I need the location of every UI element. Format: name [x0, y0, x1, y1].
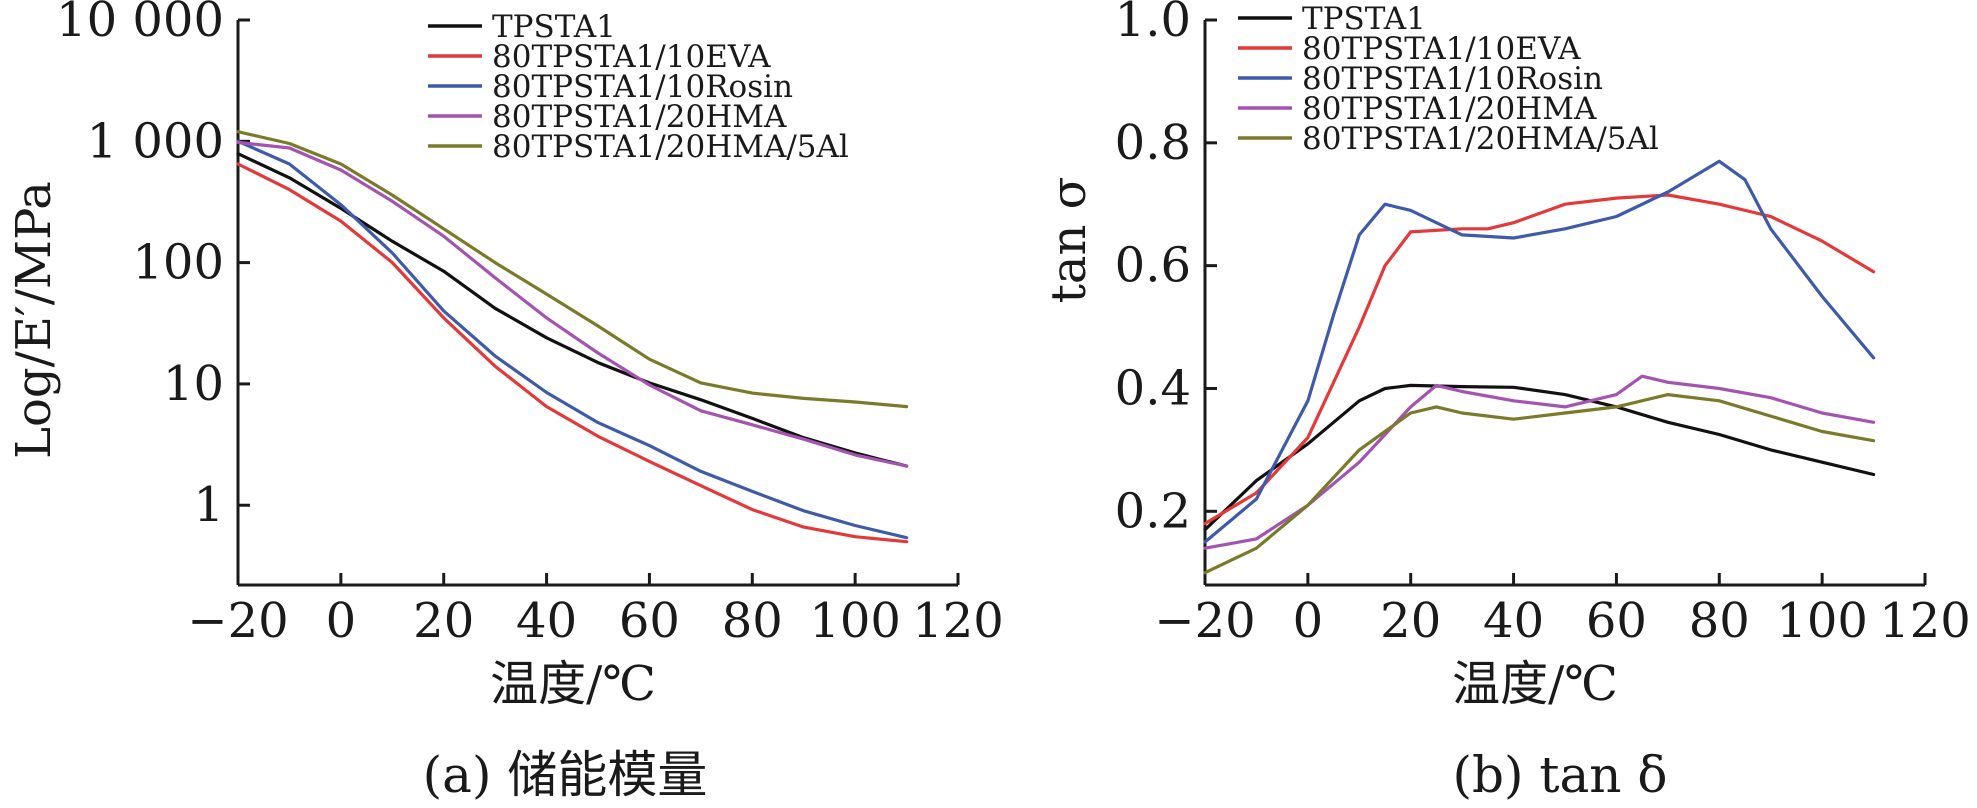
tan-delta-y-tick-label: 1.0 — [1115, 0, 1191, 48]
storage-modulus-legend-label: 80TPSTA1/10EVA — [492, 39, 771, 75]
tan-delta-x-tick-label: 20 — [1380, 593, 1441, 649]
tan-delta-series — [1203, 159, 1876, 575]
storage-modulus-ylabel: Log/E′/MPa — [6, 181, 62, 459]
storage-modulus-y-tick-label: 1 — [193, 477, 224, 533]
storage-modulus-legend-label: 80TPSTA1/20HMA/5Al — [492, 129, 849, 165]
tan-delta-series-line — [1203, 393, 1876, 575]
storage-modulus-y-tick-label: 10 — [163, 356, 224, 412]
tan-delta-y-tick-label: 0.4 — [1115, 360, 1191, 416]
tan-delta-axes: −20 0 20 40 60 80 100 120 0.2 0.4 0.6 0.8 1.0 — [1115, 0, 1971, 649]
storage-modulus-series-line — [236, 162, 909, 544]
storage-modulus-x-tick-label: 100 — [809, 593, 901, 649]
tan-delta-legend-label: 80TPSTA1/10Rosin — [1302, 61, 1603, 97]
tan-delta-series-line — [1203, 383, 1876, 532]
tan-delta-x-tick-label: 40 — [1483, 593, 1544, 649]
storage-modulus-legend: TPSTA180TPSTA1/10EVA80TPSTA1/10Rosin80TP… — [428, 9, 849, 165]
storage-modulus-y-tick-label: 100 — [132, 235, 224, 291]
storage-modulus-series — [236, 130, 909, 544]
tan-delta-series-line — [1203, 159, 1876, 544]
tan-delta-x-tick-label: 0 — [1293, 593, 1324, 649]
storage-modulus-legend-label: 80TPSTA1/20HMA — [492, 99, 787, 135]
tan-delta-legend-label: 80TPSTA1/20HMA — [1302, 91, 1597, 127]
storage-modulus-y-tick-label: 10 000 — [56, 0, 224, 48]
storage-modulus-xlabel: 温度/℃ — [490, 656, 656, 712]
tan-delta-x-tick-label: 100 — [1776, 593, 1868, 649]
storage-modulus-x-tick-label: −20 — [187, 593, 288, 649]
tan-delta-series-line — [1203, 374, 1876, 550]
tan-delta-series-line — [1203, 193, 1876, 526]
storage-modulus-series-line — [236, 139, 909, 540]
tan-delta-x-tick-label: −20 — [1154, 593, 1255, 649]
storage-modulus-x-tick-label: 120 — [912, 593, 1004, 649]
tan-delta-chart: −20 0 20 40 60 80 100 120 0.2 0.4 0.6 0.8 1.0 TPSTA1… — [1041, 0, 1971, 804]
tan-delta-caption: (b) tan δ — [1452, 746, 1667, 804]
tan-delta-legend-label: 80TPSTA1/10EVA — [1302, 31, 1581, 67]
storage-modulus-series-line — [236, 130, 909, 409]
storage-modulus-caption: (a) 储能模量 — [423, 746, 708, 804]
storage-modulus-x-tick-label: 20 — [413, 593, 474, 649]
tan-delta-legend-label: TPSTA1 — [1302, 1, 1426, 37]
tan-delta-y-tick-label: 0.8 — [1115, 115, 1191, 171]
storage-modulus-legend-label: TPSTA1 — [492, 9, 616, 45]
tan-delta-legend: TPSTA180TPSTA1/10EVA80TPSTA1/10Rosin80TP… — [1238, 1, 1659, 157]
storage-modulus-x-tick-label: 80 — [722, 593, 783, 649]
tan-delta-y-tick-label: 0.6 — [1115, 238, 1191, 294]
tan-delta-xlabel: 温度/℃ — [1452, 656, 1618, 712]
tan-delta-x-tick-label: 80 — [1689, 593, 1750, 649]
storage-modulus-legend-label: 80TPSTA1/10Rosin — [492, 69, 793, 105]
storage-modulus-x-tick-label: 40 — [516, 593, 577, 649]
tan-delta-y-tick-label: 0.2 — [1115, 483, 1191, 539]
tan-delta-ylabel: tan σ — [1041, 177, 1097, 304]
storage-modulus-series-line — [236, 140, 909, 468]
storage-modulus-x-tick-label: 60 — [619, 593, 680, 649]
tan-delta-x-tick-label: 120 — [1879, 593, 1971, 649]
storage-modulus-x-tick-label: 0 — [326, 593, 357, 649]
storage-modulus-y-tick-label: 1 000 — [87, 113, 224, 169]
tan-delta-x-tick-label: 60 — [1586, 593, 1647, 649]
tan-delta-legend-label: 80TPSTA1/20HMA/5Al — [1302, 121, 1659, 157]
